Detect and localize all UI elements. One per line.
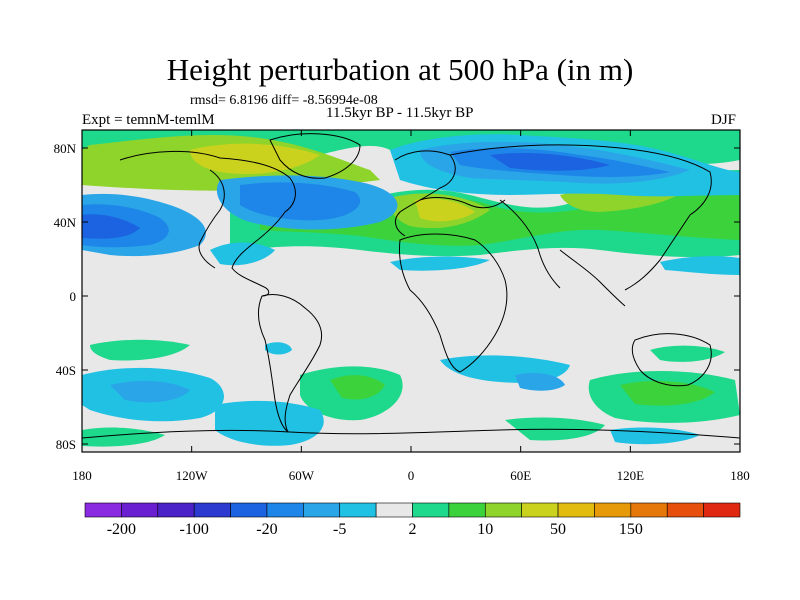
colorbar-swatch [375, 502, 413, 518]
lat-tick-label: 80S [56, 437, 76, 452]
lon-tick-label: 120W [176, 468, 209, 483]
colorbar-swatch [521, 502, 559, 518]
colorbar-label: 2 [409, 521, 417, 538]
colorbar-swatch [630, 502, 668, 518]
colorbar: -200 -100 -20 -5 2 10 50 150 [84, 502, 741, 538]
colorbar-swatch [84, 502, 122, 518]
colorbar-swatch [703, 502, 741, 518]
lon-tick-label: 0 [408, 468, 415, 483]
colorbar-swatch [448, 502, 486, 518]
colorbar-swatch [484, 502, 522, 518]
contour-fill-layer [82, 130, 740, 447]
colorbar-swatch [266, 502, 304, 518]
colorbar-swatch [557, 502, 595, 518]
colorbar-swatch [230, 502, 268, 518]
colorbar-swatch [193, 502, 231, 518]
stats-line: rmsd= 6.8196 diff= -8.56994e-08 [190, 93, 378, 108]
colorbar-label: -20 [256, 521, 277, 538]
colorbar-swatch [121, 502, 159, 518]
season-label: DJF [711, 112, 737, 128]
colorbar-label: 150 [619, 521, 643, 538]
colorbar-swatch [157, 502, 195, 518]
colorbar-label: -5 [333, 521, 346, 538]
map-title: Height perturbation at 500 hPa (in m) [166, 52, 634, 87]
experiment-label: Expt = temnM-temlM [82, 112, 215, 128]
lon-tick-label: 120E [617, 468, 645, 483]
lat-tick-label: 0 [70, 289, 77, 304]
longitude-axis: 180 120W 60W 0 60E 120E 180 [72, 130, 750, 483]
colorbar-label: 50 [550, 521, 566, 538]
coastline-layer [82, 133, 740, 439]
colorbar-swatch [666, 502, 704, 518]
lat-tick-label: 40S [56, 363, 76, 378]
lon-tick-label: 180 [730, 468, 750, 483]
colorbar-label: -100 [180, 521, 209, 538]
colorbar-swatch [594, 502, 632, 518]
lon-tick-label: 60W [289, 468, 315, 483]
lat-tick-label: 80N [54, 141, 77, 156]
colorbar-swatch [339, 502, 377, 518]
latitude-axis: 80N 40N 0 40S 80S [54, 141, 740, 452]
colorbar-swatch [412, 502, 450, 518]
colorbar-label: -200 [107, 521, 136, 538]
lon-tick-label: 180 [72, 468, 92, 483]
lat-tick-label: 40N [54, 215, 77, 230]
period-label: 11.5kyr BP - 11.5kyr BP [326, 105, 474, 121]
lon-tick-label: 60E [510, 468, 531, 483]
colorbar-swatch [303, 502, 341, 518]
colorbar-label: 10 [477, 521, 493, 538]
